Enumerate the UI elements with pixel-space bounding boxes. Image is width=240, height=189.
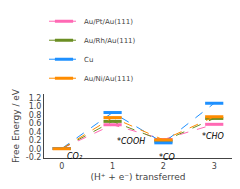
svg-text:0: 0 (59, 162, 64, 171)
svg-text:1.0: 1.0 (29, 102, 42, 111)
svg-text:0.0: 0.0 (29, 145, 42, 154)
svg-text:*CHO: *CHO (202, 132, 224, 141)
svg-text:3: 3 (212, 162, 217, 171)
svg-text:Au/Ni/Au(111): Au/Ni/Au(111) (84, 75, 133, 83)
svg-text:1.2: 1.2 (29, 94, 42, 103)
svg-text:2: 2 (161, 162, 166, 171)
svg-text:*CO: *CO (159, 153, 175, 162)
svg-text:0.2: 0.2 (29, 136, 42, 145)
svg-text:Au/Rh/Au(111): Au/Rh/Au(111) (84, 37, 136, 45)
svg-text:(H⁺ + e⁻) transferred: (H⁺ + e⁻) transferred (90, 172, 185, 182)
svg-text:*COOH: *COOH (117, 137, 145, 146)
svg-text:Free Energy / eV: Free Energy / eV (11, 88, 21, 163)
svg-text:0.8: 0.8 (29, 111, 42, 120)
svg-text:-0.2: -0.2 (26, 153, 42, 162)
svg-text:1: 1 (110, 162, 115, 171)
svg-text:0.4: 0.4 (29, 128, 42, 137)
svg-text:CO₂: CO₂ (67, 152, 83, 161)
svg-text:0.6: 0.6 (29, 119, 42, 128)
svg-text:Cu: Cu (84, 56, 93, 64)
svg-text:Au/Pt/Au(111): Au/Pt/Au(111) (84, 18, 133, 26)
